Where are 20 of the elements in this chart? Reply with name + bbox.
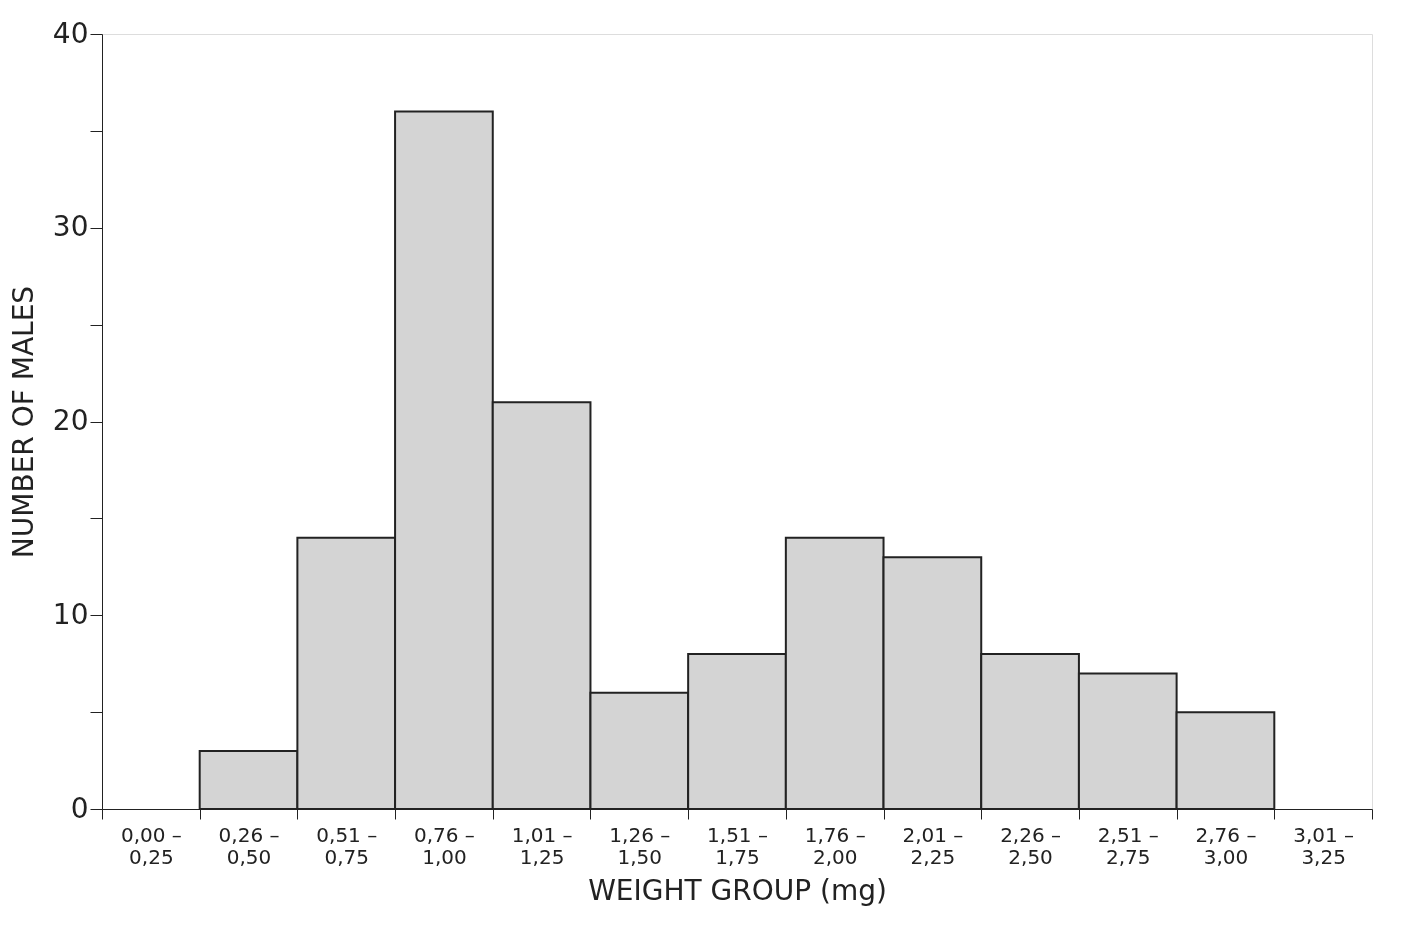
x-tick-label: 0,76 – 1,00 [413, 822, 475, 869]
y-tick-label: 0 [70, 791, 89, 825]
x-tick-label: 0,00 – 0,25 [120, 822, 182, 869]
y-tick-label: 10 [52, 597, 89, 631]
x-tick-label: 1,26 – 1,50 [609, 822, 671, 869]
x-tick-label: 1,51 – 1,75 [707, 822, 768, 869]
x-tick-label: 0,51 – 0,75 [316, 822, 378, 869]
y-tick-label: 30 [52, 210, 89, 244]
x-tick-label: 2,51 – 2,75 [1097, 822, 1159, 869]
x-axis-title: WEIGHT GROUP (mg) [588, 873, 887, 907]
x-tick-label: 3,01 – 3,25 [1293, 822, 1355, 869]
x-tick-label: 1,76 – 2,00 [804, 822, 866, 869]
y-tick-label: 40 [52, 16, 89, 50]
x-tick-label: 2,01 – 2,25 [902, 822, 964, 869]
y-axis-title: NUMBER OF MALES [6, 285, 40, 559]
x-tick-label: 1,01 – 1,25 [511, 822, 573, 869]
x-tick-label: 2,76 – 3,00 [1195, 822, 1257, 869]
x-tick-label: 2,26 – 2,50 [1000, 822, 1062, 869]
y-tick-label: 20 [52, 404, 89, 437]
x-tick-label: 0,26 – 0,50 [218, 822, 280, 869]
